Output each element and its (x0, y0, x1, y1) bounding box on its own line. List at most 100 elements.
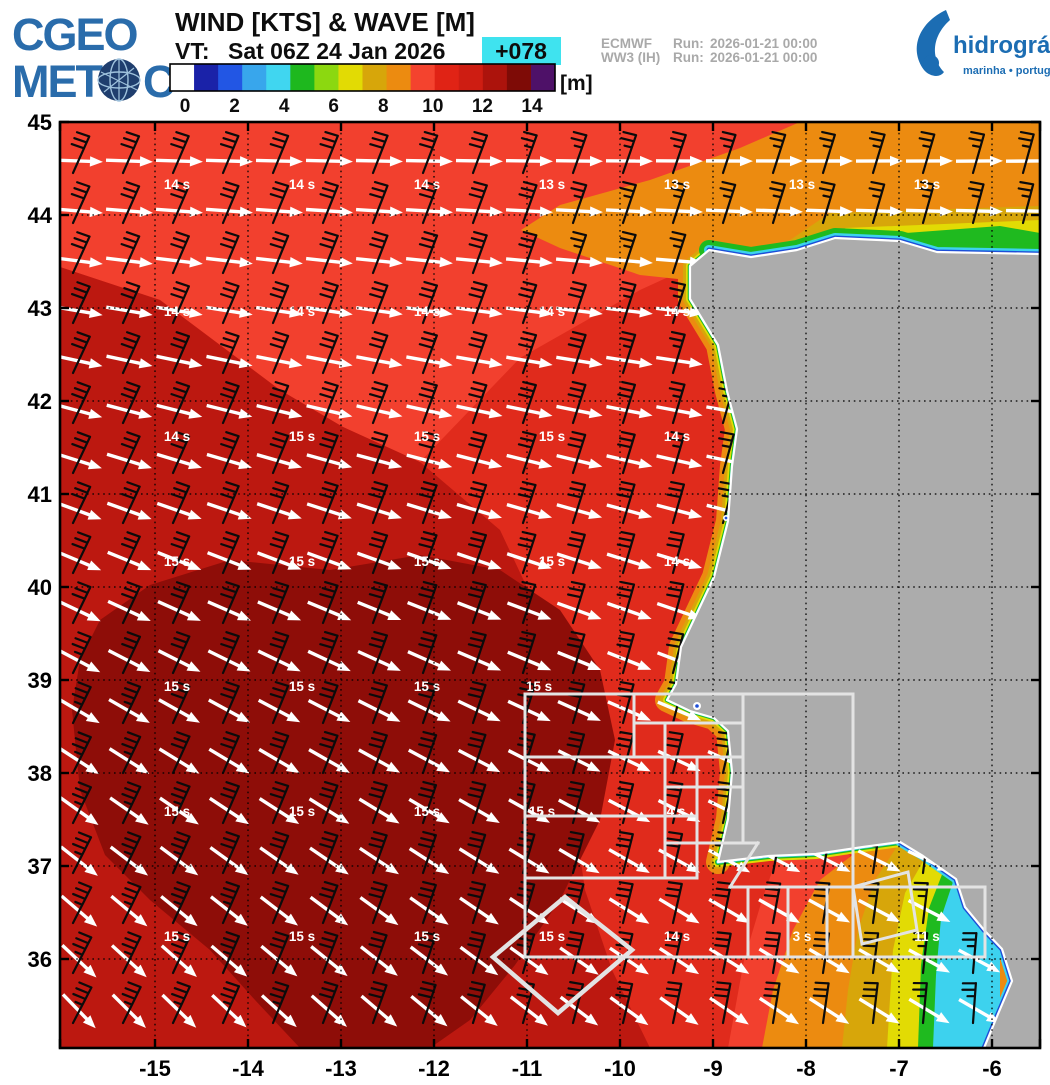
wind-barb (120, 381, 141, 425)
wave-height-colorbar: 0 2 4 6 8 10 12 14 (169, 63, 556, 117)
wind-barb (517, 480, 537, 525)
wind-barb (468, 180, 488, 225)
wind-barb (71, 531, 92, 575)
wave-arrow (206, 501, 242, 517)
model1-name: ECMWF (601, 36, 652, 51)
wave-arrow-head (889, 155, 903, 167)
wave-arrow-head (486, 761, 501, 773)
wave-arrow-head (183, 964, 197, 977)
wind-barb (467, 580, 487, 625)
wave-arrow (60, 845, 91, 871)
wave-arrow-head (735, 912, 750, 924)
wave-arrow-head (288, 408, 303, 419)
wave-arrow-head (484, 963, 499, 976)
wave-arrow (359, 896, 391, 921)
wave-arrow (60, 796, 91, 820)
wind-barb (565, 931, 585, 975)
wind-barb (120, 331, 141, 375)
wave-arrow-head (789, 155, 803, 167)
wind-barb (418, 630, 438, 675)
wind-barb (467, 680, 487, 725)
wind-barb (1018, 130, 1035, 175)
wind-barb (220, 381, 240, 425)
wave-arrow (505, 257, 543, 264)
wave-arrow (507, 650, 542, 668)
wind-barb (170, 831, 191, 875)
wave-arrow (306, 305, 343, 315)
wave-arrow-head (886, 861, 901, 872)
wind-barb (468, 530, 488, 575)
wave-arrow (405, 207, 443, 214)
wave-arrow (459, 896, 491, 920)
wind-barb (418, 730, 438, 775)
wave-arrow-head (233, 964, 248, 977)
wave-arrow-head (336, 711, 351, 723)
wave-arrow (258, 747, 292, 770)
wave-arrow (356, 404, 393, 416)
wind-barb (219, 131, 240, 175)
colorbar-tick-label: 2 (229, 96, 240, 117)
wind-barb (369, 130, 389, 175)
wind-barb (121, 631, 142, 675)
wave-arrow-head (236, 711, 251, 723)
wind-barb (718, 430, 735, 475)
colorbar-segment (266, 64, 291, 91)
cgeo-metoc-logo: CGEO MET C (12, 9, 177, 107)
wind-barb (417, 830, 437, 875)
wave-arrow (208, 747, 242, 770)
wind-barb (120, 431, 141, 475)
wave-arrow-head (339, 256, 353, 268)
peak-period-label: 14 s (164, 429, 190, 444)
wave-arrow-head (337, 610, 352, 621)
wave-arrow (557, 798, 592, 819)
wave-arrow (407, 699, 442, 719)
wave-arrow (506, 601, 542, 618)
wind-barb (418, 280, 439, 325)
wave-arrow-head (384, 963, 398, 976)
axis-ticks (58, 120, 1042, 1048)
wave-arrow-head (134, 863, 149, 876)
wave-arrow-head (238, 358, 253, 369)
wind-barb (319, 230, 339, 275)
wave-arrow-head (438, 357, 453, 369)
wind-barb (121, 881, 142, 925)
wave-arrow-head (238, 459, 253, 470)
wave-arrow-head (636, 761, 651, 772)
wave-arrow-head (634, 1013, 649, 1026)
wave-arrow-head (234, 913, 248, 926)
colorbar-segment (290, 64, 315, 91)
wave-arrow-head (488, 408, 503, 419)
wind-barb (418, 430, 438, 475)
wave-arrow (457, 650, 492, 668)
wave-arrow-head (385, 812, 400, 824)
wave-arrow (106, 305, 143, 315)
wind-barb (418, 580, 438, 625)
wave-arrow (109, 845, 141, 871)
wind-barb (868, 130, 886, 175)
wave-arrow (310, 994, 340, 1021)
wind-barb (170, 231, 190, 275)
wind-barb (120, 531, 141, 575)
wind-barb (664, 981, 683, 1025)
wind-barb (517, 380, 537, 425)
wave-arrow (605, 306, 643, 315)
wind-barb (417, 980, 437, 1025)
wave-arrow (708, 897, 742, 920)
wave-arrow (606, 355, 643, 365)
lon-axis-label: -9 (703, 1056, 723, 1081)
wave-arrow (358, 748, 392, 769)
peak-period-label: 15 s (414, 929, 440, 944)
peak-period-label: 15 s (289, 929, 315, 944)
wave-arrow (211, 994, 240, 1022)
lat-axis-label: 40 (28, 575, 52, 600)
colorbar-segment (242, 64, 267, 91)
wave-arrow-head (1039, 155, 1040, 161)
wave-arrow (155, 256, 193, 265)
wind-barb (71, 681, 92, 725)
wave-arrow (556, 552, 592, 567)
wave-arrow-head (435, 862, 450, 875)
wave-arrow (310, 945, 341, 971)
wind-barb (566, 830, 585, 875)
wave-arrow (506, 404, 543, 416)
wave-arrow-head (338, 357, 353, 369)
